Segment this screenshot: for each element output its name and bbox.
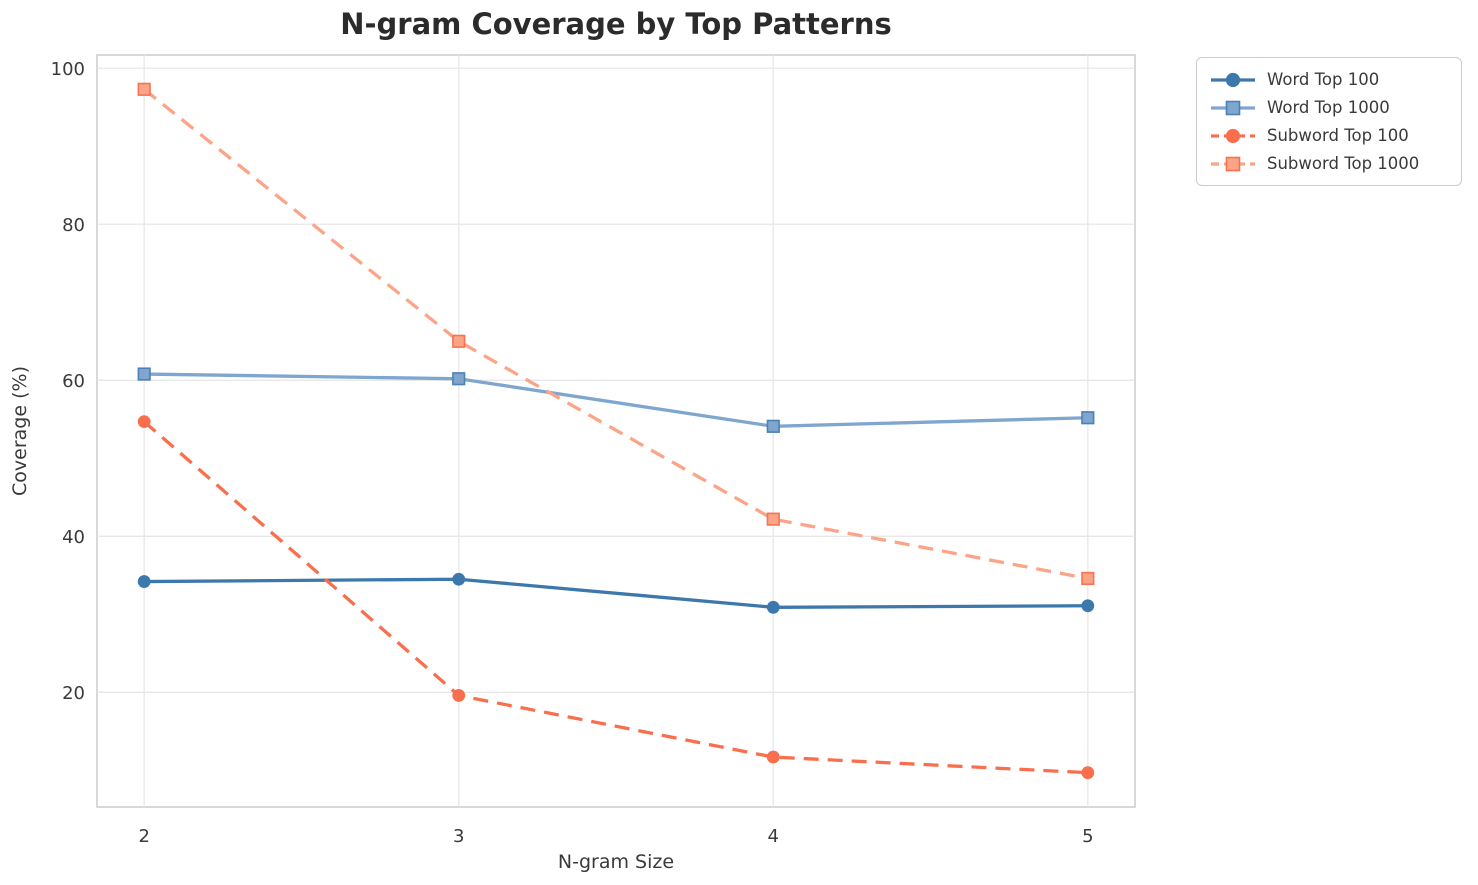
- data-point-marker: [452, 572, 466, 586]
- y-tick-label: 100: [51, 59, 85, 80]
- legend-marker: [1225, 100, 1241, 115]
- legend-item: Subword Top 100: [1210, 126, 1447, 145]
- legend-marker: [1225, 156, 1241, 171]
- legend-line-glyph: [1211, 100, 1255, 115]
- data-point-marker: [137, 82, 151, 96]
- series-line: [143, 420, 1088, 775]
- x-tick-label: 5: [1082, 826, 1093, 847]
- series-subword-top-1000: [137, 82, 1095, 586]
- legend-item: Word Top 1000: [1210, 98, 1447, 117]
- data-point-marker: [766, 512, 780, 526]
- legend-line-glyph: [1211, 156, 1255, 171]
- data-point-marker: [1081, 766, 1095, 780]
- data-point-marker: [766, 750, 780, 764]
- gridlines: [97, 55, 1135, 807]
- legend-item: Word Top 100: [1210, 70, 1447, 89]
- chart-title: N-gram Coverage by Top Patterns: [340, 7, 892, 41]
- y-tick-label: 60: [62, 371, 85, 392]
- series-lines: [137, 82, 1095, 780]
- series-line: [143, 88, 1089, 581]
- x-axis-label: N-gram Size: [558, 851, 674, 873]
- legend-line-glyph: [1211, 72, 1255, 87]
- data-point-marker: [1081, 411, 1095, 425]
- series-line: [144, 577, 1088, 609]
- y-tick-label: 20: [62, 683, 85, 704]
- data-point-marker: [137, 415, 151, 429]
- data-point-marker: [452, 334, 466, 348]
- data-point-marker: [766, 600, 780, 614]
- legend-label: Word Top 100: [1267, 70, 1380, 89]
- tick-labels: 20 40 60 80 100 2 3 4 5: [51, 59, 1094, 847]
- y-tick-label: 40: [62, 527, 85, 548]
- series-line: [144, 372, 1088, 428]
- series-word-top-100: [137, 572, 1095, 614]
- legend-marker: [1225, 128, 1241, 143]
- x-tick-label: 3: [453, 826, 464, 847]
- series-subword-top-100: [137, 415, 1095, 780]
- y-axis-label: Coverage (%): [9, 366, 31, 496]
- data-point-marker: [137, 367, 151, 381]
- data-point-marker: [1081, 571, 1095, 586]
- legend-line-glyph: [1211, 128, 1255, 143]
- data-point-marker: [452, 372, 466, 386]
- data-point-marker: [137, 575, 151, 588]
- x-tick-label: 2: [138, 826, 149, 847]
- series-word-top-1000: [137, 367, 1095, 433]
- legend-label: Word Top 1000: [1267, 98, 1390, 117]
- data-point-marker: [452, 689, 466, 702]
- data-point-marker: [1081, 599, 1095, 613]
- legend: Word Top 100 Word Top 1000 Subword Top 100…: [1196, 57, 1462, 186]
- y-tick-label: 80: [62, 215, 85, 236]
- legend-item: Subword Top 1000: [1210, 154, 1447, 173]
- legend-label: Subword Top 1000: [1267, 154, 1420, 173]
- data-point-marker: [766, 419, 780, 433]
- x-tick-label: 4: [768, 826, 779, 847]
- legend-marker: [1225, 72, 1241, 87]
- legend-label: Subword Top 100: [1267, 126, 1409, 145]
